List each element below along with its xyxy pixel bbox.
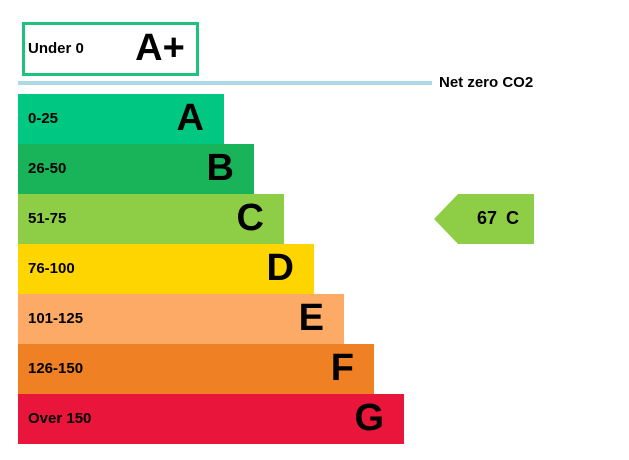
band-bar: [18, 144, 254, 194]
band-range: 51-75: [28, 210, 66, 227]
band-bar: [18, 344, 374, 394]
net-zero-label: Net zero CO2: [439, 74, 533, 91]
band-bar: [18, 94, 224, 144]
top-rating-range: Under 0: [28, 40, 84, 57]
band-letter: A: [177, 97, 204, 139]
top-rating-letter: A+: [135, 27, 185, 69]
current-letter: C: [506, 208, 519, 228]
band-bar: [18, 394, 404, 444]
band-letter: F: [331, 347, 354, 389]
band-letter: G: [354, 397, 384, 439]
band-range: Over 150: [28, 410, 91, 427]
band-range: 126-150: [28, 360, 83, 377]
band-bar: [18, 294, 344, 344]
band-range: 76-100: [28, 260, 75, 277]
band-range: 0-25: [28, 110, 58, 127]
current-rating-arrow: [434, 194, 534, 244]
band-letter: E: [299, 297, 324, 339]
band-letter: C: [237, 197, 264, 239]
band-range: 26-50: [28, 160, 66, 177]
top-rating-box: [22, 22, 199, 76]
band-letter: B: [207, 147, 234, 189]
band-bar: [18, 194, 284, 244]
current-score: 67: [477, 208, 497, 228]
band-bar: [18, 244, 314, 294]
band-letter: D: [267, 247, 294, 289]
band-range: 101-125: [28, 310, 83, 327]
